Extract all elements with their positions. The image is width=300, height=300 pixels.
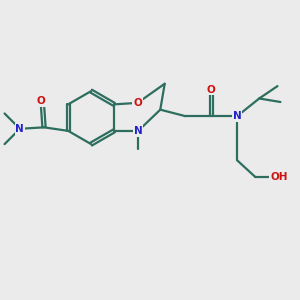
Text: O: O <box>133 98 142 108</box>
Text: N: N <box>233 111 242 121</box>
Text: O: O <box>37 96 45 106</box>
Text: N: N <box>16 124 24 134</box>
Text: O: O <box>207 85 216 94</box>
Text: N: N <box>134 126 142 136</box>
Text: OH: OH <box>270 172 288 182</box>
